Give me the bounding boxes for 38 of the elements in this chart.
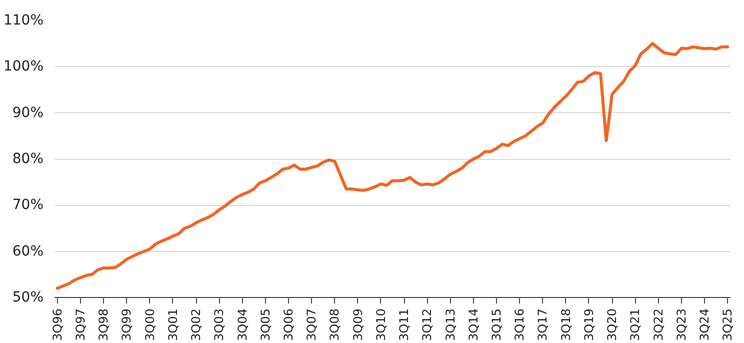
x-tick-label: 3Q15 — [490, 308, 504, 341]
x-tick-label: 3Q19 — [582, 308, 596, 341]
x-tick-label: 3Q22 — [651, 308, 666, 341]
x-tick-label: 3Q00 — [142, 308, 157, 341]
y-tick-label: 50% — [12, 290, 44, 306]
y-tick-label: 60% — [12, 243, 44, 260]
y-tick-label: 70% — [12, 197, 44, 214]
y-tick-label: 80% — [12, 151, 44, 167]
x-tick-label: 3Q24 — [698, 308, 712, 341]
x-tick-label: 3Q17 — [536, 308, 550, 341]
x-tick-label: 3Q12 — [420, 308, 434, 341]
x-tick-label: 3Q25 — [720, 308, 735, 341]
x-tick-label: 3Q23 — [674, 308, 688, 341]
x-tick-label: 3Q13 — [443, 308, 458, 341]
x-tick-label: 3Q97 — [74, 308, 88, 341]
x-tick-label: 3Q01 — [166, 308, 180, 341]
x-tick-label: 3Q98 — [96, 308, 111, 341]
x-tick-label: 3Q06 — [282, 308, 296, 341]
x-tick-label: 3Q05 — [258, 308, 272, 341]
x-tick-label: 3Q03 — [212, 308, 226, 341]
x-tick-label: 3Q99 — [120, 308, 134, 341]
x-tick-label: 3Q21 — [628, 308, 642, 341]
x-tick-label: 3Q96 — [50, 308, 64, 341]
x-tick-label: 3Q04 — [235, 308, 250, 341]
x-tick-label: 3Q02 — [189, 308, 204, 341]
x-tick-label: 3Q11 — [397, 308, 412, 341]
x-tick-label: 3Q14 — [466, 308, 480, 341]
x-tick-label: 3Q07 — [304, 308, 319, 341]
x-tick-label: 3Q20 — [605, 308, 620, 341]
y-tick-label: 90% — [12, 104, 44, 121]
x-tick-label: 3Q09 — [350, 308, 365, 341]
x-tick-label: 3Q08 — [328, 308, 342, 341]
x-tick-label: 3Q16 — [512, 308, 527, 341]
y-tick-label: 110% — [3, 12, 44, 28]
x-tick-label: 3Q10 — [374, 308, 388, 341]
line-series — [56, 42, 730, 290]
x-tick-label: 3Q18 — [558, 308, 573, 341]
y-tick-label: 100% — [3, 58, 44, 75]
